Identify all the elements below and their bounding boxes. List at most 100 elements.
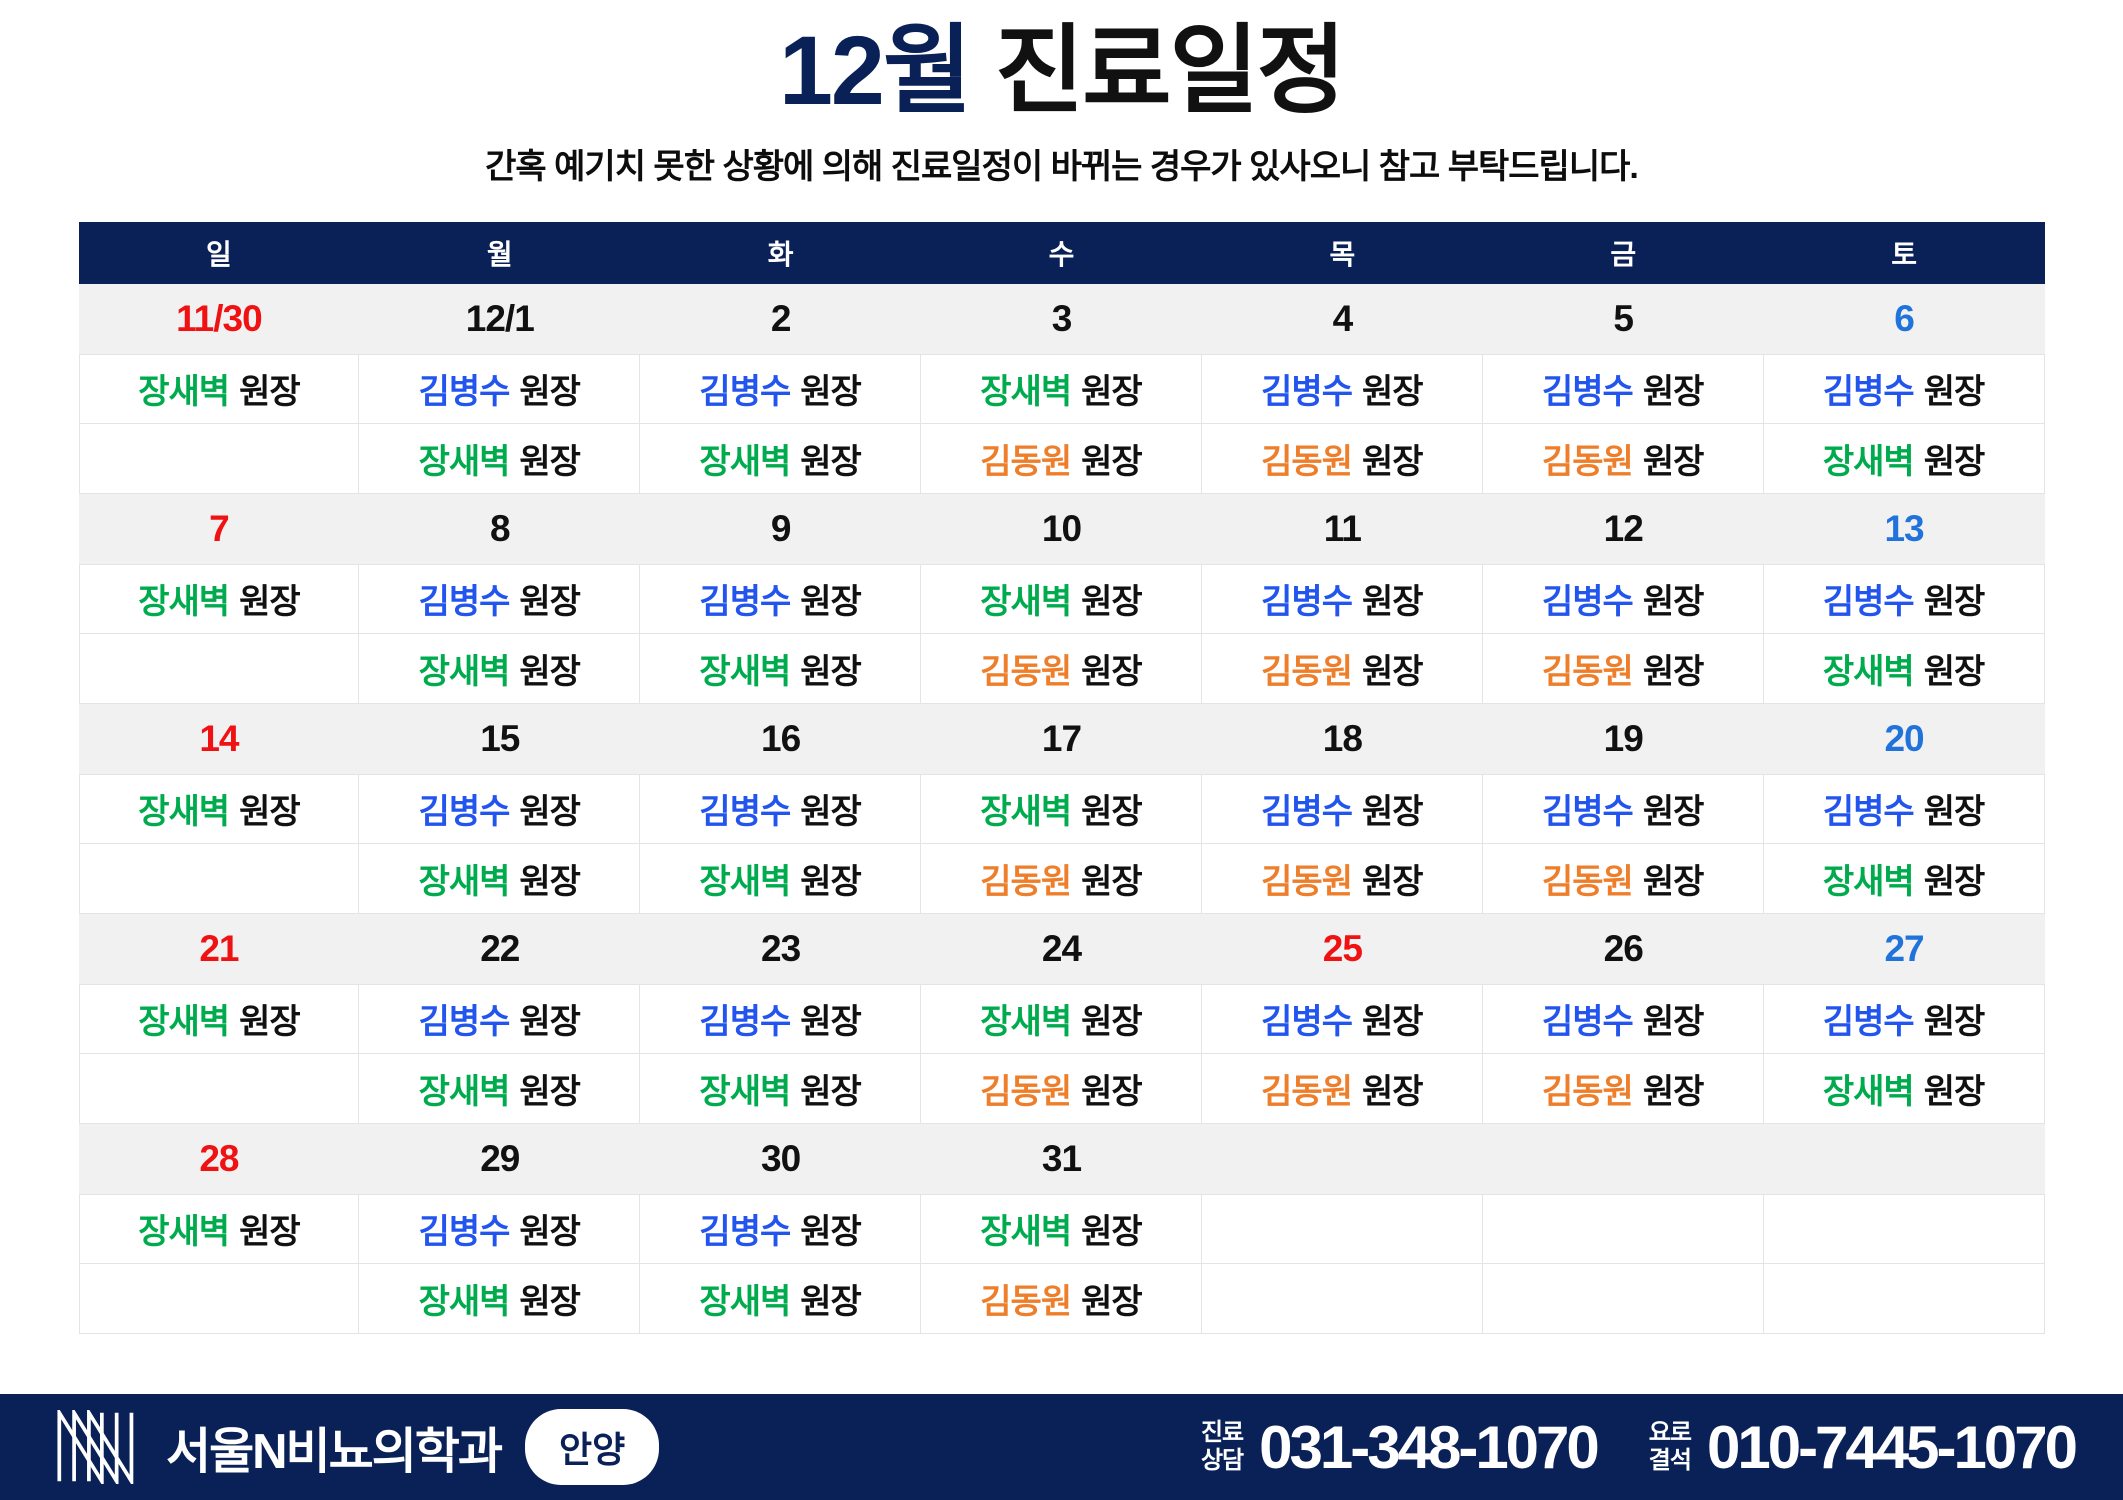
doctor-title: 원장: [1081, 583, 1143, 622]
schedule-cell: 장새벽 원장: [359, 423, 641, 494]
doctor-name: 김동원: [1261, 862, 1353, 901]
schedule-cell: 김동원 원장: [921, 843, 1202, 914]
doctor-name: 김병수: [1542, 793, 1634, 832]
doctor-title: 원장: [1642, 1072, 1705, 1111]
schedule-cell: 장새벽 원장: [921, 773, 1202, 844]
doctor-title: 원장: [1923, 862, 1986, 901]
doctor-title: 원장: [1923, 442, 1986, 481]
doctor-title: 원장: [1361, 583, 1424, 622]
schedule-cell: [78, 1053, 360, 1124]
schedule-cell: 김동원 원장: [1201, 423, 1483, 494]
schedule-cell: 장새벽 원장: [1763, 423, 2045, 494]
doctor-title: 원장: [239, 1003, 301, 1042]
page-title: 12월 진료일정: [0, 16, 2123, 125]
date-cell: 19: [1482, 703, 1764, 774]
schedule-cell: 김병수 원장: [640, 773, 922, 844]
doctor-name: 장새벽: [418, 442, 511, 481]
doctor-name: 김병수: [699, 1003, 791, 1042]
date-cell: 31: [921, 1123, 1202, 1194]
doctor-title: 원장: [239, 583, 301, 622]
doctor-title: 원장: [239, 373, 301, 412]
doctor-name: 김병수: [1822, 1003, 1915, 1042]
date-cell: 6: [1763, 283, 2045, 354]
schedule-cell: 장새벽 원장: [359, 1263, 641, 1334]
doctor-name: 김병수: [1261, 373, 1353, 412]
doctor-title: 원장: [519, 793, 581, 832]
doctor-title: 원장: [519, 1003, 581, 1042]
day-header-cell: 목: [1201, 221, 1483, 284]
schedule-cell: 장새벽 원장: [1763, 843, 2045, 914]
schedule-cell: 장새벽 원장: [78, 1193, 360, 1264]
doctor-title: 원장: [1081, 652, 1143, 691]
schedule-cell: 장새벽 원장: [921, 563, 1202, 634]
date-cell: 30: [640, 1123, 922, 1194]
schedule-cell: 김병수 원장: [1201, 983, 1483, 1054]
doctor-name: 장새벽: [418, 862, 511, 901]
doctor-name: 김동원: [1542, 652, 1634, 691]
doctor-title: 원장: [519, 1072, 581, 1111]
doctor-name: 김병수: [1822, 583, 1915, 622]
clinic-name: 서울N비뇨의학과: [166, 1424, 503, 1479]
phone-group-consult: 진료 상담 031-348-1070: [1201, 1413, 1600, 1482]
doctor-name: 장새벽: [1822, 442, 1915, 481]
doctor-name: 김병수: [1542, 583, 1634, 622]
schedule-cell: 장새벽 원장: [640, 1053, 922, 1124]
doctor-name: 김동원: [980, 652, 1072, 691]
doctor-name: 장새벽: [980, 583, 1072, 622]
doctor-name: 김병수: [418, 373, 511, 412]
doctor-name: 김병수: [699, 1213, 791, 1252]
date-cell: 21: [78, 913, 360, 984]
schedule-cell: 장새벽 원장: [640, 633, 922, 704]
doctor-title: 원장: [519, 652, 581, 691]
schedule-cell: 김병수 원장: [1763, 563, 2045, 634]
day-header-cell: 수: [921, 221, 1202, 284]
doctor-name: 김동원: [1261, 442, 1353, 481]
schedule-cell: [78, 633, 360, 704]
schedule-cell: 김동원 원장: [1482, 1053, 1764, 1124]
schedule-cell: 김동원 원장: [921, 633, 1202, 704]
doctor-name: 장새벽: [1822, 862, 1915, 901]
date-cell: 12: [1482, 493, 1764, 564]
phone-label-stone: 요로 결석: [1648, 1419, 1692, 1474]
date-cell: [1763, 1123, 2045, 1194]
date-cell: 22: [359, 913, 641, 984]
doctor-title: 원장: [1642, 583, 1705, 622]
schedule-cell: [78, 423, 360, 494]
doctor-title: 원장: [1081, 862, 1143, 901]
phone-label-line: 결석: [1648, 1447, 1692, 1474]
schedule-cell: 김동원 원장: [921, 423, 1202, 494]
doctor-name: 장새벽: [138, 583, 230, 622]
doctor-title: 원장: [800, 793, 862, 832]
doctor-title: 원장: [1642, 862, 1705, 901]
doctor-title: 원장: [519, 583, 581, 622]
phone-group-stone: 요로 결석 010-7445-1070: [1648, 1413, 2078, 1482]
schedule-cell: 김동원 원장: [1201, 1053, 1483, 1124]
calendar-grid: 일 월 화 수 목 금 토 11/30 12/1 2 3 4 5 6 장새벽 원장 김병수 원장 김병수 원장 장새벽 원…: [78, 221, 2045, 1334]
doctor-title: 원장: [1642, 373, 1705, 412]
doctor-name: 김병수: [418, 583, 511, 622]
schedule-cell: 김병수 원장: [640, 353, 922, 424]
schedule-cell: 장새벽 원장: [78, 773, 360, 844]
doctor-title: 원장: [1642, 1003, 1705, 1042]
date-cell: 25: [1201, 913, 1483, 984]
doctor-name: 장새벽: [418, 652, 511, 691]
date-cell: 11/30: [78, 283, 360, 354]
date-cell: 24: [921, 913, 1202, 984]
doctor-title: 원장: [1642, 442, 1705, 481]
date-cell: 5: [1482, 283, 1764, 354]
title-month: 12월: [778, 16, 972, 125]
doctor-title: 원장: [800, 652, 862, 691]
doctor-title: 원장: [800, 1072, 862, 1111]
schedule-cell: 장새벽 원장: [359, 633, 641, 704]
schedule-cell: 김병수 원장: [1482, 773, 1764, 844]
doctor-name: 김병수: [418, 1003, 511, 1042]
doctor-name: 김병수: [418, 1213, 511, 1252]
doctor-name: 장새벽: [699, 1072, 791, 1111]
schedule-cell: 장새벽 원장: [640, 1263, 922, 1334]
footer-bar: 서울N비뇨의학과 안양 진료 상담 031-348-1070 요로 결석 010…: [0, 1394, 2123, 1500]
schedule-cell: 김병수 원장: [1482, 983, 1764, 1054]
day-header-cell: 월: [359, 221, 641, 284]
schedule-cell: 김동원 원장: [1482, 423, 1764, 494]
doctor-title: 원장: [1361, 373, 1424, 412]
doctor-title: 원장: [1361, 1072, 1424, 1111]
